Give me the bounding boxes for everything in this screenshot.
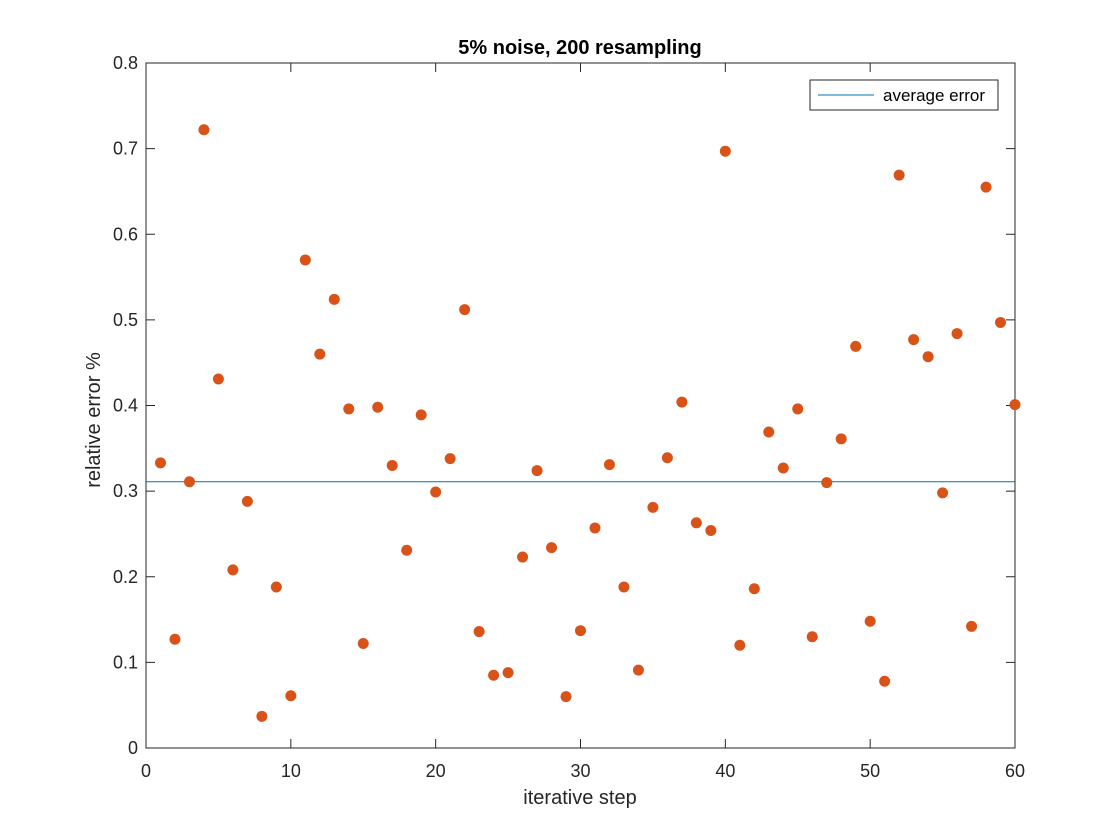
data-point: [618, 581, 630, 593]
data-point: [488, 669, 500, 681]
data-point: [299, 254, 311, 266]
data-point: [951, 328, 963, 340]
data-point: [980, 181, 992, 193]
data-point: [676, 396, 688, 408]
x-tick-label: 10: [281, 761, 301, 781]
data-point: [154, 457, 166, 469]
y-tick-label: 0.8: [113, 53, 138, 73]
data-point: [893, 169, 905, 181]
data-point: [603, 459, 615, 471]
y-tick-label: 0.7: [113, 139, 138, 159]
legend-label-average-error: average error: [883, 86, 985, 105]
data-point: [661, 452, 673, 464]
data-point: [212, 373, 224, 385]
data-point: [357, 638, 369, 650]
data-point: [734, 639, 746, 651]
data-point: [575, 625, 586, 637]
plot-area: 0 10 20 30 40 50 60 0 0.1 0.2 0.3 0.4 0.5 0.6 0.7 0.8: [113, 53, 1025, 781]
data-point: [546, 542, 558, 554]
data-point: [502, 667, 514, 679]
data-point: [690, 517, 702, 529]
data-point: [183, 476, 195, 488]
data-point: [1009, 399, 1021, 411]
data-point: [589, 522, 601, 534]
x-tick-label: 20: [426, 761, 446, 781]
data-point: [560, 691, 572, 703]
y-tick-label: 0.4: [113, 396, 138, 416]
data-point: [922, 351, 934, 363]
chart-title: 5% noise, 200 resampling: [458, 37, 701, 59]
y-tick-label: 0.1: [113, 652, 138, 672]
data-point: [415, 409, 427, 421]
data-point: [473, 626, 485, 638]
data-point: [632, 664, 644, 676]
data-point: [821, 477, 833, 489]
x-tick-label: 0: [141, 761, 151, 781]
data-point: [792, 403, 804, 415]
data-point: [705, 525, 717, 537]
data-point: [777, 462, 789, 474]
data-point: [169, 633, 181, 645]
plot-frame: [145, 62, 1016, 749]
y-tick-label: 0.3: [113, 481, 138, 501]
data-point: [401, 544, 413, 556]
data-point: [864, 615, 876, 627]
y-tick-label: 0: [128, 738, 138, 758]
data-point: [748, 583, 760, 595]
data-point: [459, 304, 471, 316]
data-point: [835, 433, 847, 445]
data-point: [850, 340, 862, 352]
data-point: [241, 495, 253, 507]
x-tick-label: 40: [715, 761, 735, 781]
data-point: [256, 710, 268, 722]
data-point: [908, 334, 920, 346]
legend: average error: [809, 79, 999, 111]
data-point: [372, 401, 384, 413]
y-tick-label: 0.5: [113, 310, 138, 330]
data-point: [719, 145, 731, 157]
x-tick-label: 50: [860, 761, 880, 781]
x-tick-label: 60: [1005, 761, 1025, 781]
data-point: [314, 348, 326, 360]
data-point: [806, 631, 818, 643]
data-point: [966, 620, 978, 632]
data-point: [343, 403, 355, 415]
x-tick-label: 30: [570, 761, 590, 781]
data-point: [995, 316, 1007, 328]
data-point: [270, 581, 282, 593]
data-point: [517, 551, 529, 563]
data-point: [285, 690, 297, 702]
data-point: [198, 124, 210, 136]
y-axis-label: relative error %: [83, 352, 105, 488]
y-tick-label: 0.2: [113, 567, 138, 587]
data-point: [879, 675, 891, 687]
data-point: [647, 501, 659, 513]
data-point: [328, 293, 340, 305]
data-point: [937, 487, 949, 499]
data-point: [444, 453, 456, 465]
data-point: [531, 465, 543, 477]
y-tick-label: 0.6: [113, 224, 138, 244]
x-axis-label: iterative step: [523, 787, 636, 809]
data-point: [227, 564, 239, 576]
data-point: [430, 486, 442, 498]
data-point: [763, 426, 775, 438]
data-point: [386, 459, 398, 471]
